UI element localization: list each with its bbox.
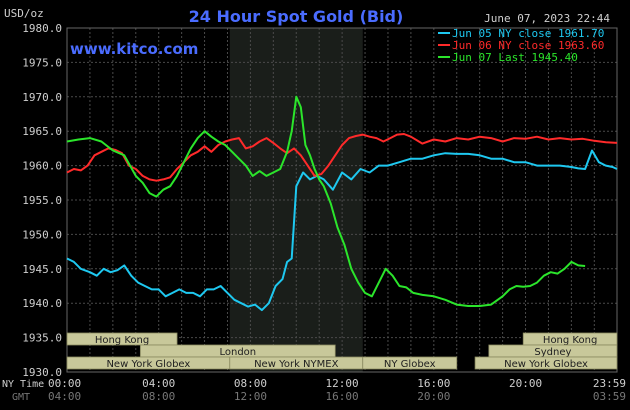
gmt-tick-label: 20:00 <box>417 390 450 403</box>
series-line-3 <box>66 95 586 307</box>
session-label: New York NYMEX <box>254 359 339 370</box>
gmt-tick-label: 03:59 <box>593 390 626 403</box>
session-bar <box>66 332 178 346</box>
legend-entry: Jun 05 NY close 1961.70 <box>452 27 604 40</box>
session-label: Hong Kong <box>543 335 597 346</box>
series-line-2 <box>66 133 618 182</box>
y-tick-label: 1930.0 <box>22 366 62 379</box>
x-tick-label: 16:00 <box>417 377 450 390</box>
y-axis-unit: USD/oz <box>4 7 44 20</box>
x-tick-label: 20:00 <box>509 377 542 390</box>
session-bar <box>474 356 618 370</box>
y-tick-label: 1935.0 <box>22 332 62 345</box>
grid-lines <box>66 27 618 373</box>
plot-frame <box>66 27 618 373</box>
session-label: Sydney <box>534 347 571 358</box>
session-label: NY Globex <box>384 359 436 370</box>
x-tick-label: 23:59 <box>593 377 626 390</box>
gmt-tick-label: 16:00 <box>326 390 359 403</box>
session-label: London <box>219 347 256 358</box>
y-tick-label: 1980.0 <box>22 22 62 35</box>
legend-entry: Jun 07 Last 1945.40 <box>452 51 578 64</box>
x-axis-gmt-label: GMT <box>12 392 30 403</box>
y-tick-label: 1975.0 <box>22 56 62 69</box>
series-line-1 <box>66 149 618 312</box>
legend-entry: Jun 06 NY close 1963.60 <box>452 39 604 52</box>
series-layer <box>66 95 618 312</box>
x-tick-label: 04:00 <box>142 377 175 390</box>
chart-title: 24 Hour Spot Gold (Bid) <box>189 7 404 26</box>
y-tick-label: 1950.0 <box>22 228 62 241</box>
session-label: New York Globex <box>504 359 588 370</box>
y-tick-label: 1965.0 <box>22 125 62 138</box>
x-axis-tick-labels: 00:00 04:00 08:00 12:00 16:00 20:00 23:5904:00… <box>48 377 626 403</box>
date-label: June 07, 2023 22:44 <box>484 12 610 25</box>
session-bar <box>362 356 458 370</box>
y-tick-label: 1940.0 <box>22 297 62 310</box>
session-label: Hong Kong <box>95 335 149 346</box>
y-axis-tick-labels: 1980.0 1975.0 1970.0 1965.0 1960.0 1955.0 1950… <box>22 22 62 379</box>
gmt-tick-label: 08:00 <box>142 390 175 403</box>
y-tick-label: 1945.0 <box>22 263 62 276</box>
y-tick-label: 1955.0 <box>22 194 62 207</box>
session-label: New York Globex <box>106 359 190 370</box>
x-tick-label: 12:00 <box>326 377 359 390</box>
gmt-tick-label: 12:00 <box>234 390 267 403</box>
x-tick-label: 08:00 <box>234 377 267 390</box>
session-bars: Hong Kong London New York Globex New York N… <box>66 332 618 370</box>
x-axis-ny-time-label: NY Time <box>2 379 44 390</box>
gmt-tick-label: 04:00 <box>48 390 81 403</box>
x-tick-label: 00:00 <box>48 377 81 390</box>
y-tick-label: 1970.0 <box>22 91 62 104</box>
watermark-link[interactable]: www.kitco.com <box>70 40 198 58</box>
y-tick-label: 1960.0 <box>22 160 62 173</box>
